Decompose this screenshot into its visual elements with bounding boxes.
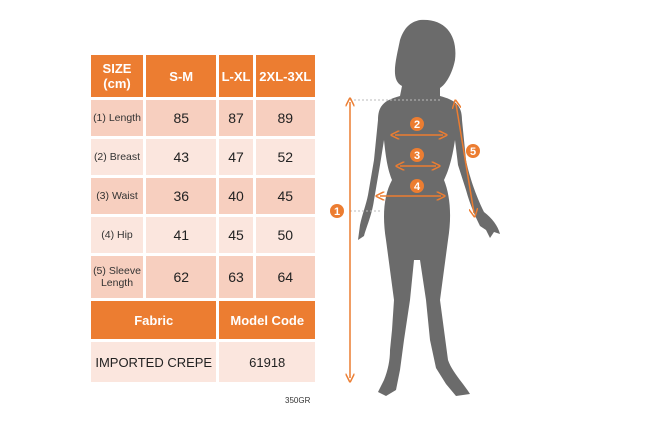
cell: 36: [142, 175, 220, 217]
sleeve-arrow: [456, 104, 474, 213]
header-size: SIZE (cm): [88, 52, 146, 100]
marker-5: 5: [470, 146, 476, 158]
row-label: (1) Length: [88, 97, 146, 139]
fabric-header: Fabric: [87, 298, 220, 342]
model-code-value: 61918: [216, 339, 318, 385]
fabric-value: IMPORTED CREPE: [87, 339, 220, 385]
size-table: SIZE (cm) S-M L-XL 2XL-3XL (1) Length 85…: [87, 52, 319, 385]
header-2xl-3xl: 2XL-3XL: [252, 52, 319, 100]
header-s-m: S-M: [142, 52, 220, 100]
row-label: (4) Hip: [88, 214, 146, 256]
table-row: (4) Hip 41 45 50: [88, 214, 319, 256]
row-label: (2) Breast: [88, 136, 146, 178]
cell: 47: [216, 136, 256, 178]
cell: 85: [142, 97, 220, 139]
woman-silhouette: [358, 19, 500, 397]
marker-2: 2: [414, 119, 420, 131]
cell: 50: [252, 214, 319, 256]
cell: 41: [142, 214, 220, 256]
table-row: (1) Length 85 87 89: [88, 97, 319, 139]
row-label: (3) Waist: [88, 175, 146, 217]
cell: 45: [252, 175, 319, 217]
weight-note: 350GR: [285, 396, 311, 405]
model-code-header: Model Code: [216, 298, 318, 342]
cell: 64: [252, 253, 319, 301]
cell: 62: [142, 253, 220, 301]
marker-3: 3: [414, 150, 420, 162]
cell: 45: [216, 214, 256, 256]
cell: 40: [216, 175, 256, 217]
cell: 52: [252, 136, 319, 178]
row-label: (5) Sleeve Length: [88, 253, 146, 301]
table-row: (5) Sleeve Length 62 63 64: [88, 253, 319, 301]
table-row: (2) Breast 43 47 52: [88, 136, 319, 178]
table-row: (3) Waist 36 40 45: [88, 175, 319, 217]
marker-1: 1: [334, 206, 340, 218]
cell: 87: [216, 97, 256, 139]
marker-4: 4: [414, 181, 421, 193]
cell: 89: [252, 97, 319, 139]
header-l-xl: L-XL: [216, 52, 256, 100]
cell: 63: [216, 253, 256, 301]
cell: 43: [142, 136, 220, 178]
